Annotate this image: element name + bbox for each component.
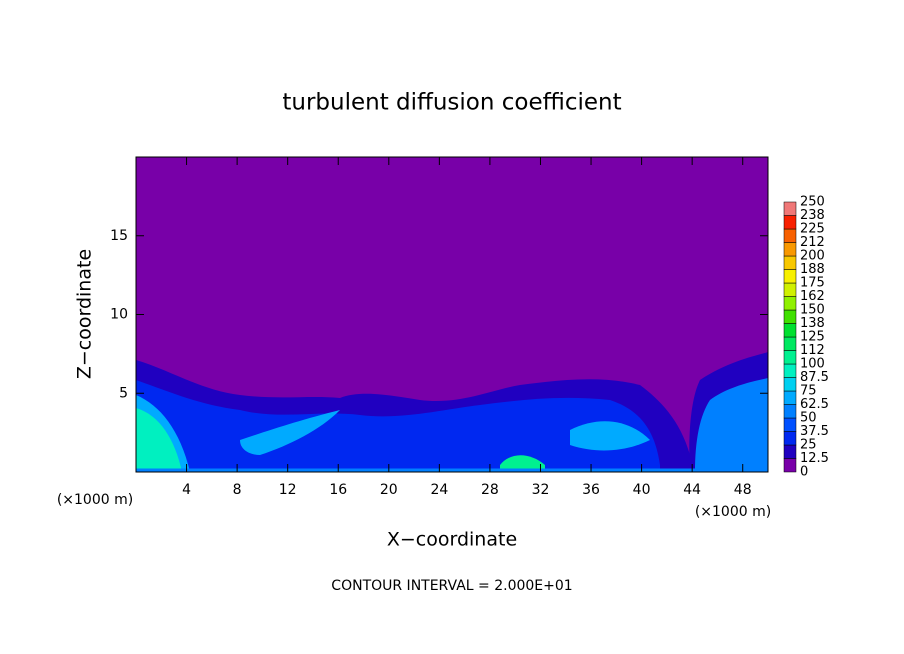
- colorbar-band: [783, 296, 797, 311]
- x-tick-label: 36: [582, 482, 600, 498]
- y-axis-title: Z−coordinate: [74, 249, 96, 379]
- colorbar-band: [783, 255, 797, 270]
- chart-title: turbulent diffusion coefficient: [282, 90, 621, 116]
- colorbar-label: 112: [800, 343, 825, 358]
- y-tick-label: 10: [110, 307, 128, 323]
- colorbar-label: 100: [800, 357, 825, 372]
- y-tick-label: 15: [110, 228, 128, 244]
- colorbar-label: 225: [800, 222, 825, 237]
- colorbar-band: [783, 444, 797, 459]
- field-region: [695, 378, 768, 472]
- field-region: [500, 455, 545, 472]
- contour-field: [136, 157, 768, 472]
- colorbar-band: [783, 417, 797, 432]
- x-tick-label: 16: [329, 482, 347, 498]
- colorbar-band: [783, 458, 797, 473]
- colorbar-label: 0: [800, 465, 808, 480]
- field-region: [240, 410, 340, 455]
- x-tick-label: 20: [380, 482, 398, 498]
- colorbar-label: 62.5: [800, 397, 829, 412]
- colorbar-band: [783, 431, 797, 446]
- colorbar-band: [783, 269, 797, 284]
- x-unit-label: (×1000 m): [695, 504, 771, 520]
- colorbar-band: [783, 404, 797, 419]
- x-tick-label: 32: [532, 482, 550, 498]
- colorbar-label: 25: [800, 438, 817, 453]
- x-unit-label: (×1000 m): [57, 492, 133, 508]
- colorbar-label: 138: [800, 316, 825, 331]
- colorbar-label: 175: [800, 276, 825, 291]
- colorbar-band: [783, 201, 797, 216]
- x-tick-label: 28: [481, 482, 499, 498]
- colorbar-label: 75: [800, 384, 817, 399]
- y-tick-label: 5: [119, 385, 128, 401]
- colorbar-label: 212: [800, 235, 825, 250]
- x-tick-label: 48: [734, 482, 752, 498]
- x-tick-label: 24: [430, 482, 448, 498]
- colorbar-label: 50: [800, 411, 817, 426]
- colorbar-label: 238: [800, 208, 825, 223]
- x-tick-label: 12: [279, 482, 297, 498]
- colorbar-label: 125: [800, 330, 825, 345]
- colorbar-label: 200: [800, 249, 825, 264]
- colorbar-band: [783, 377, 797, 392]
- colorbar-label: 162: [800, 289, 825, 304]
- colorbar-band: [783, 228, 797, 243]
- annotation: CONTOUR INTERVAL = 2.000E+01: [331, 578, 572, 594]
- colorbar-band: [783, 215, 797, 230]
- colorbar-label: 12.5: [800, 451, 829, 466]
- colorbar-band: [783, 350, 797, 365]
- x-tick-label: 44: [683, 482, 701, 498]
- colorbar-band: [783, 390, 797, 405]
- colorbar-label: 150: [800, 303, 825, 318]
- colorbar-band: [783, 242, 797, 257]
- field-region: [136, 408, 182, 472]
- colorbar-band: [783, 282, 797, 297]
- x-tick-label: 4: [182, 482, 191, 498]
- colorbar-band: [783, 336, 797, 351]
- colorbar-label: 87.5: [800, 370, 829, 385]
- colorbar-label: 250: [800, 195, 825, 210]
- x-tick-label: 8: [233, 482, 242, 498]
- x-axis-title: X−coordinate: [387, 529, 517, 551]
- colorbar-band: [783, 309, 797, 324]
- field-region: [570, 421, 650, 451]
- colorbar-label: 188: [800, 262, 825, 277]
- colorbar-label: 37.5: [800, 424, 829, 439]
- colorbar-band: [783, 363, 797, 378]
- colorbar-band: [783, 323, 797, 338]
- x-tick-label: 40: [633, 482, 651, 498]
